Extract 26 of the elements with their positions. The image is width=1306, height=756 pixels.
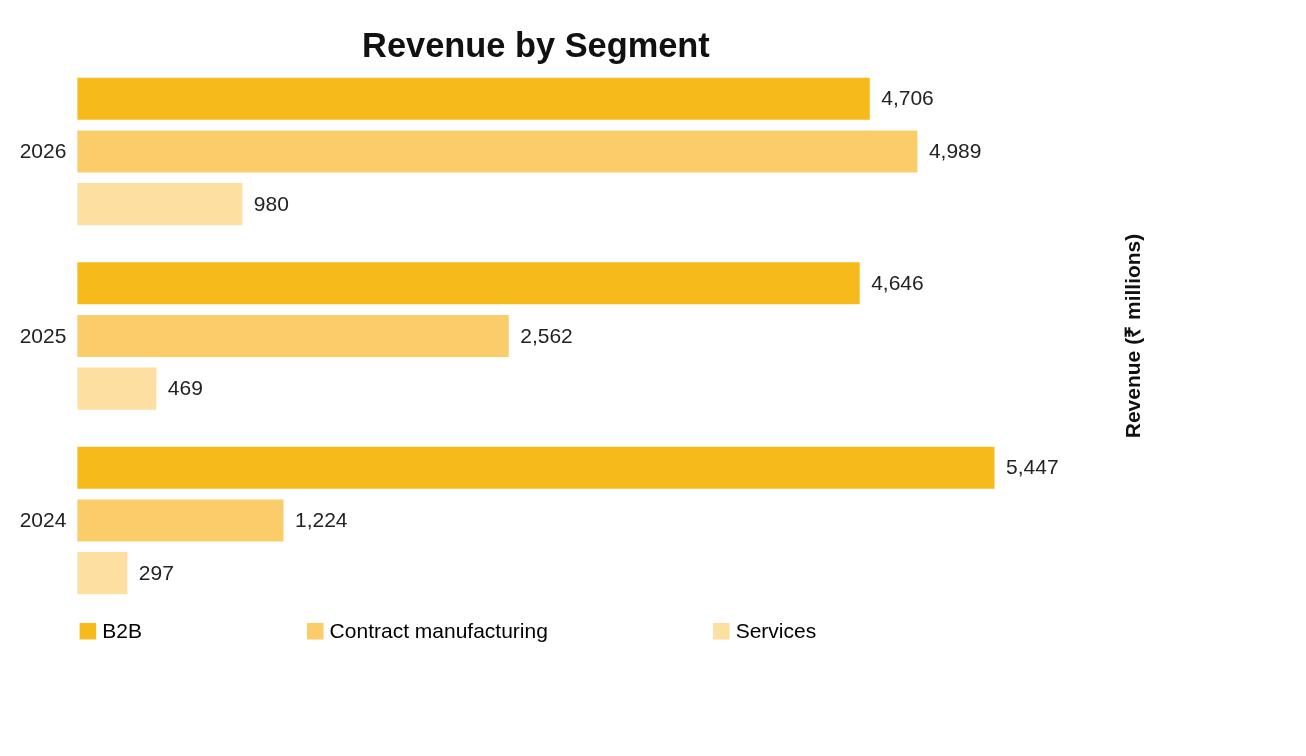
- bar: [77, 77, 870, 120]
- y-tick-label: 2025: [19, 323, 67, 347]
- legend-label: Services: [735, 618, 817, 642]
- bar: [77, 499, 284, 542]
- data-label: 980: [253, 191, 289, 215]
- data-label: 2,562: [520, 323, 573, 347]
- bar: [77, 262, 860, 305]
- y-tick-label: 2024: [19, 508, 67, 532]
- bar: [77, 130, 918, 173]
- data-label: 4,646: [871, 270, 924, 294]
- data-label: 297: [138, 560, 174, 584]
- bar: [77, 446, 995, 489]
- data-label: 469: [167, 376, 203, 400]
- y-tick-label: 2026: [19, 139, 67, 163]
- data-label: 1,224: [294, 508, 348, 532]
- bar: [77, 552, 128, 595]
- data-label: 5,447: [1006, 455, 1059, 479]
- bar: [77, 314, 509, 358]
- legend-label: Contract manufacturing: [329, 618, 548, 642]
- text: Revenue (₹ millions): [1120, 233, 1144, 439]
- bar: [77, 367, 157, 410]
- legend-label: B2B: [102, 618, 142, 642]
- chart-title: Revenue by Segment: [362, 26, 711, 65]
- bar: [77, 183, 243, 226]
- data-label: 4,989: [928, 139, 982, 163]
- data-label: 4,706: [881, 86, 934, 110]
